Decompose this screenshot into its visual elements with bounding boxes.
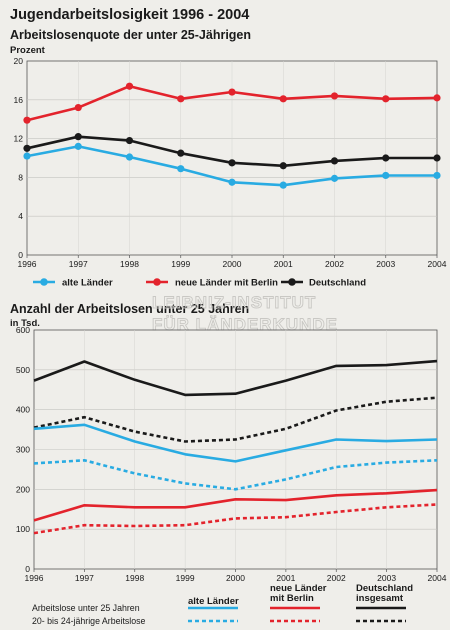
chart2-ylabel: in Tsd. [10,318,40,329]
series-line-alte [33,423,438,463]
chart1-ylabel: Prozent [10,45,45,56]
x-tick-label: 1999 [171,259,190,269]
watermark-line-2: FÜR LÄNDERKUNDE [152,315,338,334]
x-tick-label: 1997 [69,259,88,269]
y-tick-label: 400 [16,405,30,415]
legend-marker-neue [153,278,161,286]
legend-label-alte: alte Länder [62,278,113,289]
x-tick-label: 1998 [120,259,139,269]
y-tick-label: 0 [25,564,30,574]
x-tick-label: 2002 [325,259,344,269]
data-point-alte [228,178,236,186]
x-tick-label: 2002 [327,573,346,583]
data-point-neue [74,103,82,112]
data-point-alte [330,174,339,182]
data-point-gesamt [23,144,31,152]
x-tick-label: 2003 [377,573,396,583]
series-line-alte-dashed [33,458,438,491]
x-tick-label: 2004 [428,259,447,269]
data-point-alte [279,181,287,189]
y-tick-label: 600 [16,325,30,335]
data-point-neue [125,82,134,90]
data-point-neue [330,92,339,100]
x-tick-label: 2000 [226,573,245,583]
data-point-gesamt [228,159,236,167]
chart2: 0 100 200 300 400 500 600 1996 1997 1998 1999 2000 2… [16,325,447,626]
x-tick-label: 2003 [376,259,395,269]
x-tick-label: 1999 [176,573,195,583]
chart2-title: Anzahl der Arbeitslosen unter 25 Jahren [10,302,250,316]
watermark: LEIBNIZ-INSTITUT FÜR LÄNDERKUNDE [152,293,338,335]
data-point-alte [382,171,390,180]
data-point-neue [177,95,185,103]
series-line-gesamt-dashed [33,396,438,443]
data-point-neue [279,95,287,103]
y-tick-label: 8 [18,172,23,182]
y-tick-label: 300 [16,445,30,455]
y-tick-label: 500 [16,365,30,375]
data-point-neue [23,116,31,124]
x-tick-label: 1997 [75,573,94,583]
data-point-alte [125,153,134,161]
x-tick-label: 2001 [276,573,295,583]
data-point-gesamt [433,154,441,162]
series-line-neue [33,488,438,522]
x-tick-label: 2001 [274,259,293,269]
data-point-gesamt [74,133,82,141]
y-tick-label: 200 [16,484,30,494]
data-point-gesamt [279,162,287,170]
page-title: Jugendarbeitslosigkeit 1996 - 2004 [10,7,250,23]
legend-label-neue: neue Länder mit Berlin [175,278,278,289]
data-point-neue [433,94,441,102]
chart1-title: Arbeitslosenquote der unter 25-Jährigen [10,28,252,42]
data-point-alte [23,152,31,160]
series-line-gesamt [33,359,438,397]
data-point-gesamt [330,157,339,165]
data-point-alte [74,142,82,150]
legend-row-label: 20- bis 24-jährige Arbeitslose [32,616,146,626]
y-tick-label: 0 [18,250,23,260]
legend-marker-gesamt [288,278,296,286]
legend-column-header: insgesamt [356,593,404,604]
legend-column-header: mit Berlin [270,593,314,604]
data-point-gesamt [177,149,185,157]
y-tick-label: 16 [14,95,24,105]
y-tick-label: 20 [14,56,24,66]
y-tick-label: 12 [14,134,24,144]
legend-column-header: alte Länder [188,596,239,607]
x-tick-label: 1996 [25,573,44,583]
legend-column-header: Deutschland [356,583,413,594]
x-tick-label: 1998 [125,573,144,583]
watermark-line-1: LEIBNIZ-INSTITUT [152,293,316,312]
y-tick-label: 100 [16,524,30,534]
data-point-alte [177,165,185,173]
x-tick-label: 1996 [18,259,37,269]
x-tick-label: 2004 [428,573,447,583]
legend-marker-alte [40,278,48,286]
legend-row-label: Arbeitslose unter 25 Jahren [32,603,140,613]
data-point-gesamt [382,154,390,162]
x-tick-label: 2000 [223,259,242,269]
chart1: 0 4 8 12 16 20 1996 1997 1998 1999 2000 2001 2002 200… [14,56,447,289]
y-tick-label: 4 [18,211,23,221]
data-point-neue [382,95,390,103]
data-point-neue [228,88,236,96]
data-point-gesamt [125,136,134,145]
data-point-alte [433,171,441,180]
legend-label-gesamt: Deutschland [309,278,366,289]
series-line-neue-dashed [33,503,438,535]
legend-column-header: neue Länder [270,583,327,594]
